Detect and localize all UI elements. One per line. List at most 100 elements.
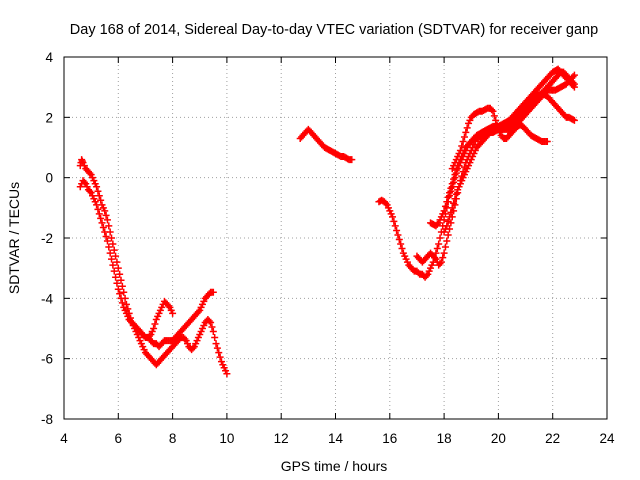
data-point xyxy=(436,260,444,268)
data-point xyxy=(450,199,458,207)
y-tick-label: 4 xyxy=(45,50,53,65)
data-point xyxy=(443,222,451,230)
data-point xyxy=(209,328,217,336)
data-point xyxy=(433,220,441,228)
y-tick-label: -8 xyxy=(41,412,53,427)
series-track-a xyxy=(76,156,231,378)
data-point xyxy=(437,258,445,266)
data-point xyxy=(80,178,88,186)
x-tick-labels: 4 6 8 10 12 14 16 18 20 22 24 xyxy=(60,431,615,446)
data-point xyxy=(98,219,106,227)
data-point xyxy=(348,156,356,164)
data-point xyxy=(223,370,231,378)
data-point xyxy=(112,273,120,281)
data-point xyxy=(212,340,220,348)
data-point xyxy=(207,318,215,326)
data-point xyxy=(435,240,443,248)
y-tick-labels: -8 -6 -4 -2 0 2 4 xyxy=(41,50,54,427)
x-tick-label: 20 xyxy=(491,431,506,446)
data-point xyxy=(446,189,454,197)
data-points xyxy=(76,65,578,378)
data-point xyxy=(458,142,466,150)
data-point xyxy=(490,112,498,120)
data-point xyxy=(569,116,577,124)
data-point xyxy=(189,344,197,352)
data-point xyxy=(105,243,113,251)
series-track-c xyxy=(125,297,177,342)
data-point xyxy=(393,226,401,234)
data-point xyxy=(108,255,116,263)
data-point xyxy=(169,309,177,317)
data-point xyxy=(103,237,111,245)
x-tick-label: 6 xyxy=(115,431,123,446)
data-point xyxy=(146,332,154,340)
data-point xyxy=(211,334,219,342)
data-point xyxy=(93,201,101,209)
data-point xyxy=(443,198,451,206)
data-point xyxy=(441,202,449,210)
data-point xyxy=(103,216,111,224)
series-track-h xyxy=(448,104,551,173)
data-point xyxy=(108,234,116,242)
data-point xyxy=(450,175,458,183)
data-point xyxy=(382,199,390,207)
data-point xyxy=(436,234,444,242)
data-point xyxy=(398,245,406,253)
y-tick-label: 0 xyxy=(45,171,53,186)
data-point xyxy=(451,195,459,203)
data-point xyxy=(213,344,221,352)
y-tick-label: -2 xyxy=(41,231,53,246)
x-tick-label: 12 xyxy=(274,431,289,446)
data-point xyxy=(462,128,470,136)
data-point xyxy=(95,210,103,218)
data-point xyxy=(488,106,496,114)
data-point xyxy=(86,187,94,195)
data-point xyxy=(395,236,403,244)
x-tick-label: 22 xyxy=(545,431,560,446)
data-point xyxy=(390,217,398,225)
chart-title: Day 168 of 2014, Sidereal Day-to-day VTE… xyxy=(70,22,598,38)
data-point xyxy=(456,147,464,155)
x-tick-label: 10 xyxy=(219,431,234,446)
data-point xyxy=(110,246,118,254)
data-point xyxy=(440,249,448,257)
data-point xyxy=(99,223,107,231)
data-point xyxy=(570,80,578,88)
data-point xyxy=(446,213,454,221)
data-point xyxy=(106,249,114,257)
data-point xyxy=(109,240,117,248)
data-point xyxy=(93,183,101,191)
data-point xyxy=(463,124,471,132)
data-point xyxy=(444,231,452,239)
y-tick-label: 2 xyxy=(45,110,53,125)
x-tick-label: 14 xyxy=(328,431,344,446)
data-point xyxy=(109,261,117,269)
data-point xyxy=(569,79,577,87)
data-point xyxy=(113,279,121,287)
data-point xyxy=(440,207,448,215)
data-point xyxy=(443,237,451,245)
y-tick-label: -4 xyxy=(41,291,53,306)
data-point xyxy=(118,282,126,290)
data-point xyxy=(97,214,105,222)
data-point xyxy=(543,137,551,145)
x-tick-label: 18 xyxy=(437,431,452,446)
data-point xyxy=(492,116,500,124)
data-point xyxy=(117,294,125,302)
data-point xyxy=(422,272,430,280)
data-point xyxy=(447,184,455,192)
data-point xyxy=(215,349,223,357)
data-point xyxy=(95,192,103,200)
series-track-d xyxy=(296,125,356,164)
y-axis-label: SDTVAR / TECUs xyxy=(6,182,22,294)
x-tick-label: 8 xyxy=(169,431,177,446)
data-point xyxy=(86,169,94,177)
data-point xyxy=(94,187,102,195)
data-point xyxy=(448,204,456,212)
data-point xyxy=(459,137,467,145)
data-point xyxy=(433,245,441,253)
data-point xyxy=(444,217,452,225)
grid-lines xyxy=(64,57,607,419)
data-point xyxy=(391,222,399,230)
